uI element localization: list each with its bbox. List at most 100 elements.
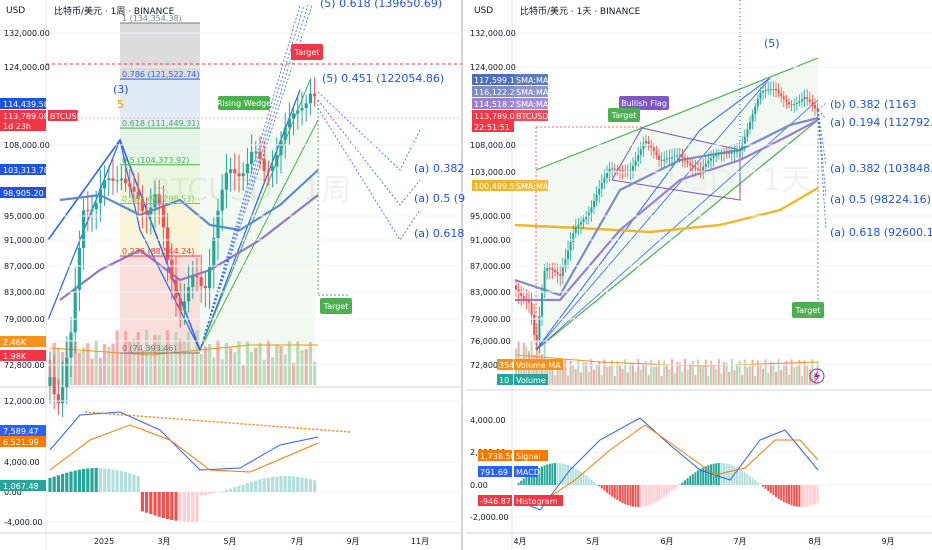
macd-histogram-bar <box>660 485 663 499</box>
proj-line <box>317 99 421 206</box>
candle-body <box>182 301 186 311</box>
candle-body <box>684 157 686 161</box>
volume-bar <box>759 364 762 385</box>
macd-histogram-bar <box>704 466 707 485</box>
volume-bar <box>777 359 780 385</box>
candle-body <box>65 357 69 388</box>
price-tick: 83,000.00 <box>4 288 45 297</box>
candle-body <box>782 96 785 100</box>
candle-body <box>652 147 655 152</box>
candle-body <box>574 226 577 234</box>
candle-body <box>266 170 270 172</box>
macd-histogram-bar <box>780 485 783 501</box>
target-top-badge: Target <box>291 44 323 60</box>
macd-histogram-bar <box>626 485 629 506</box>
candle-body <box>517 289 520 293</box>
macd-histogram-bar <box>775 485 777 497</box>
candle-body <box>220 189 224 211</box>
volume-bar <box>178 339 182 385</box>
candle-body <box>73 289 77 333</box>
macd-tag-text: -946.87 <box>480 497 511 506</box>
macd-histogram-bar <box>811 485 814 506</box>
candle-body <box>300 108 304 111</box>
macd-histogram-bar <box>632 485 634 507</box>
svg-text:Target: Target <box>611 111 637 120</box>
volume-bar <box>780 369 783 385</box>
candle-body <box>61 387 65 404</box>
macd-pane: 4,000.002,000.000.00-2,000.001,738.56Sig… <box>470 416 932 522</box>
candle-body <box>275 155 279 167</box>
svg-text:Rising Wedge: Rising Wedge <box>217 99 271 108</box>
price-tag-label-text: BTCUSD <box>516 112 549 121</box>
lightning-icon[interactable] <box>809 368 825 384</box>
macd-histogram-bar <box>806 485 809 507</box>
fib-label: 0.5 (104,373.92) <box>122 156 189 165</box>
candle-body <box>733 152 736 154</box>
macd-histogram-bar <box>233 487 237 492</box>
candle-body <box>811 102 814 106</box>
volume-bar <box>665 364 668 385</box>
macd-histogram-bar <box>668 485 671 494</box>
candle-body <box>790 104 793 106</box>
price-tag-label <box>514 98 548 109</box>
macd-histogram-bar <box>551 463 554 485</box>
candle-body <box>681 154 684 158</box>
a5-label: (a) 0.5 (98 <box>414 192 472 205</box>
target-bottom-badge: Target <box>320 298 352 314</box>
candle-body <box>587 212 590 216</box>
volume-tag-label <box>514 359 563 370</box>
candle-body <box>111 178 115 181</box>
macd-tag-text: 1,738.56 <box>480 452 516 461</box>
proj-line <box>317 91 421 171</box>
price-tick: 79,000.00 <box>4 315 45 324</box>
macd-histogram-bar <box>245 483 249 492</box>
volume-bar <box>600 375 603 385</box>
candle-body <box>124 178 128 184</box>
volume-bar <box>702 366 705 385</box>
volume-bar <box>56 348 60 385</box>
target-bottom-badge: Target <box>792 302 824 318</box>
volume-bar <box>655 366 658 385</box>
macd-histogram-bar <box>645 485 647 507</box>
candle-body <box>187 287 191 302</box>
time-tick: 11月 <box>411 537 429 546</box>
volume-bar <box>86 343 90 385</box>
macd-histogram-bar <box>157 492 161 517</box>
proj-line <box>817 102 827 111</box>
volume-bar <box>730 359 733 385</box>
macd-histogram-bar <box>699 468 702 485</box>
chart-title: 比特币/美元 · 1天 · BINANCE <box>520 5 641 17</box>
macd-histogram-bar <box>283 476 287 492</box>
candle-body <box>119 178 123 181</box>
macd-tag <box>0 480 46 491</box>
volume-bar <box>241 364 245 385</box>
macd-histogram-bar <box>237 485 241 492</box>
candle-body <box>647 140 650 144</box>
volume-bar <box>717 359 720 385</box>
macd-histogram-bar <box>743 472 746 485</box>
a5-label: (a) 0.5 (98224.16) <box>830 193 931 206</box>
candle-body <box>157 194 161 205</box>
candle-body <box>166 227 170 260</box>
time-tick: 9月 <box>346 537 359 546</box>
volume-bar <box>182 340 186 385</box>
candle-body <box>561 267 564 276</box>
candle-body <box>694 167 697 169</box>
volume-bar <box>803 360 806 385</box>
currency-label: USD <box>6 6 25 16</box>
fib-label: 1 (134,354.38) <box>122 14 182 23</box>
macd-histogram-bar <box>663 485 666 498</box>
price-tag <box>0 120 46 131</box>
volume-bar <box>619 364 621 385</box>
macd-histogram-bar <box>686 478 689 485</box>
macd-histogram-bar <box>187 492 191 522</box>
volume-tag-label-text: Volume MA <box>516 361 561 370</box>
macd-histogram-bar <box>590 479 593 485</box>
candle-body <box>313 93 317 97</box>
macd-histogram-bar <box>132 474 136 492</box>
trend-line <box>535 77 771 351</box>
volume-bar <box>645 360 647 385</box>
candle-body <box>250 151 254 164</box>
a618-label: (a) 0.618 ( <box>414 227 472 240</box>
candle-body <box>203 285 207 289</box>
